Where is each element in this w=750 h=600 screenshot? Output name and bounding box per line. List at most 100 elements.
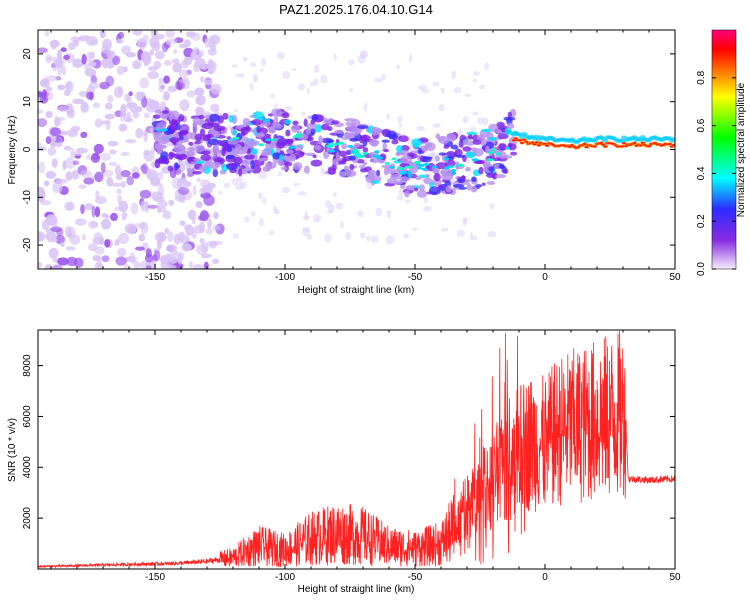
heatmap-cell	[314, 124, 322, 133]
heatmap-cell	[362, 151, 368, 155]
heatmap-cell	[338, 150, 348, 157]
heatmap-cell	[375, 169, 381, 177]
heatmap-cell	[263, 118, 271, 123]
heatmap-cell	[280, 166, 288, 171]
heatmap-cell	[302, 227, 311, 237]
heatmap-cell	[150, 30, 158, 38]
heatmap-cell	[89, 39, 99, 45]
x-tick-label: -150	[145, 572, 165, 583]
heatmap-cell	[116, 39, 124, 44]
heatmap-cell	[383, 166, 389, 176]
heatmap-cell	[165, 38, 171, 46]
heatmap-cell	[52, 181, 63, 194]
x-tick-label: -150	[145, 272, 165, 283]
heatmap-cell	[260, 151, 270, 157]
heatmap-cell	[462, 217, 467, 227]
heatmap-cell	[338, 160, 345, 165]
heatmap-cell	[292, 67, 297, 72]
heatmap-cell	[423, 196, 428, 204]
heatmap-cell	[444, 166, 450, 170]
heatmap-cell	[301, 110, 306, 117]
heatmap-cell	[450, 144, 458, 150]
heatmap-cell	[166, 244, 178, 252]
heatmap-cell	[115, 175, 123, 180]
heatmap-cell	[622, 142, 626, 145]
heatmap-cell	[201, 150, 211, 155]
heatmap-cell	[438, 103, 445, 112]
heatmap-cell	[397, 115, 403, 124]
heatmap-cell	[375, 156, 384, 160]
heatmap-cell	[96, 256, 102, 268]
heatmap-cell	[284, 119, 292, 125]
heatmap-cell	[203, 261, 209, 269]
heatmap-cell	[110, 212, 118, 222]
heatmap-cell	[273, 123, 283, 129]
heatmap-cell	[396, 144, 403, 154]
heatmap-cell	[366, 235, 371, 242]
heatmap-cell	[195, 144, 205, 153]
heatmap-cell	[65, 246, 76, 251]
heatmap-cell	[117, 31, 125, 39]
heatmap-cell	[510, 151, 518, 156]
heatmap-cell	[179, 99, 190, 112]
heatmap-cell	[192, 170, 202, 175]
heatmap-cell	[232, 129, 237, 136]
heatmap-cell	[276, 51, 286, 60]
heatmap-cell	[367, 171, 374, 181]
heatmap-cell	[70, 125, 81, 132]
heatmap-cell	[199, 165, 206, 173]
heatmap-cell	[226, 145, 233, 153]
heatmap-cell	[421, 156, 432, 163]
heatmap-cell	[582, 143, 587, 145]
heatmap-cell	[155, 33, 165, 40]
heatmap-cell	[405, 186, 413, 190]
spectrogram-xlabel: Height of straight line (km)	[298, 285, 415, 296]
heatmap-cell	[100, 152, 111, 162]
heatmap-cell	[358, 165, 366, 169]
heatmap-cell	[480, 138, 487, 146]
heatmap-cell	[38, 142, 42, 147]
heatmap-cell	[101, 255, 110, 263]
heatmap-cell	[278, 154, 285, 161]
heatmap-cell	[464, 93, 471, 97]
heatmap-cell	[208, 38, 216, 50]
heatmap-cell	[71, 169, 80, 180]
heatmap-cell	[296, 133, 303, 137]
heatmap-cell	[199, 237, 205, 244]
heatmap-cell	[121, 211, 128, 219]
heatmap-cell	[174, 131, 179, 138]
heatmap-cell	[671, 137, 675, 142]
heatmap-cell	[157, 184, 165, 197]
heatmap-cell	[135, 127, 144, 139]
heatmap-cell	[447, 165, 455, 169]
heatmap-cell	[486, 158, 494, 162]
heatmap-cell	[290, 124, 301, 133]
heatmap-cell	[46, 56, 58, 61]
heatmap-cell	[124, 93, 130, 102]
heatmap-cell	[100, 162, 106, 174]
heatmap-cell	[352, 151, 360, 155]
spectrogram-ylabel: Frequency (Hz)	[7, 116, 18, 185]
heatmap-cell	[343, 165, 350, 172]
heatmap-cell	[80, 101, 89, 113]
heatmap-cell	[288, 145, 297, 149]
heatmap-cell	[327, 126, 333, 132]
heatmap-cell	[481, 128, 492, 133]
heatmap-cell	[386, 213, 391, 218]
heatmap-cell	[457, 229, 465, 238]
heatmap-cell	[167, 165, 174, 172]
heatmap-cell	[188, 261, 194, 269]
y-tick-label: 8000	[22, 354, 33, 377]
heatmap-cell	[380, 74, 386, 81]
heatmap-cell	[397, 167, 405, 170]
heatmap-cell	[90, 74, 98, 84]
heatmap-cell	[473, 160, 485, 164]
heatmap-cell	[99, 236, 105, 246]
heatmap-cell	[138, 233, 146, 242]
heatmap-cell	[115, 256, 127, 266]
heatmap-cell	[153, 60, 162, 69]
x-tick-label: 50	[669, 572, 681, 583]
heatmap-cell	[413, 161, 421, 164]
heatmap-cell	[185, 224, 194, 236]
heatmap-cell	[66, 256, 78, 267]
